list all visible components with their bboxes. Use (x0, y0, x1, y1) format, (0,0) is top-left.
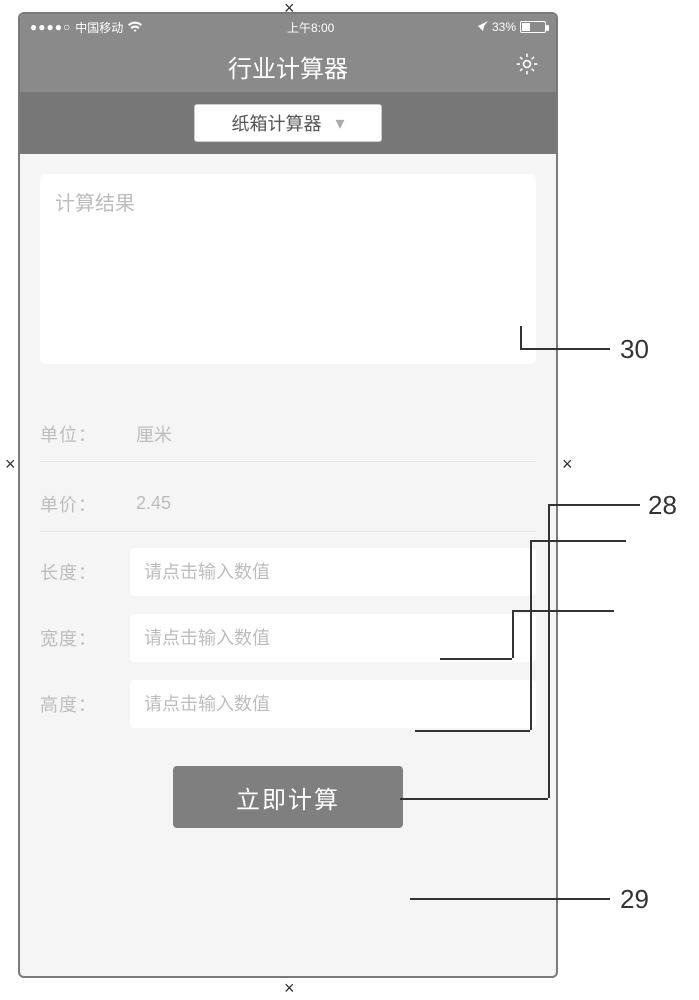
input-form: 单位： 厘米 单价： 2.45 长度： 宽度： 高度： 立即计算 (40, 406, 536, 828)
clock: 上午8:00 (287, 19, 334, 36)
height-input[interactable] (130, 680, 536, 728)
crop-mark: × (284, 978, 295, 999)
location-icon (478, 20, 488, 34)
nav-bar: 行业计算器 (20, 40, 556, 92)
gear-icon (514, 51, 540, 82)
wifi-icon (127, 21, 143, 33)
carrier-label: 中国移动 (75, 19, 123, 36)
battery-icon (520, 21, 546, 33)
unit-row: 单位： 厘米 (40, 406, 536, 462)
battery-percent: 33% (492, 20, 516, 34)
battery-indicator: 33% (478, 20, 546, 34)
annotation-29-label: 29 (620, 884, 649, 915)
price-row: 单价： 2.45 (40, 476, 536, 532)
length-input[interactable] (130, 548, 536, 596)
width-input[interactable] (130, 614, 536, 662)
unit-value[interactable]: 厘米 (130, 421, 536, 447)
crop-mark: × (5, 454, 16, 475)
calculator-dropdown[interactable]: 纸箱计算器 ▾ (194, 104, 382, 142)
price-value[interactable]: 2.45 (130, 493, 536, 514)
crop-mark: × (284, 0, 295, 19)
calculator-selector-bar: 纸箱计算器 ▾ (20, 92, 556, 154)
length-row: 长度： (40, 546, 536, 598)
width-label: 宽度： (40, 625, 130, 651)
crop-mark: × (562, 454, 573, 475)
unit-label: 单位： (40, 421, 130, 447)
phone-frame: ●●●●○ 中国移动 上午8:00 33% 行业计算器 (18, 12, 558, 978)
length-label: 长度： (40, 559, 130, 585)
height-row: 高度： (40, 678, 536, 730)
annotation-28-label: 28 (648, 490, 677, 521)
result-box: 计算结果 (40, 174, 536, 364)
calculate-button[interactable]: 立即计算 (173, 766, 403, 828)
height-label: 高度： (40, 691, 130, 717)
settings-button[interactable] (512, 51, 542, 81)
content-area: 计算结果 单位： 厘米 单价： 2.45 长度： 宽度： 高度： (20, 154, 556, 828)
dropdown-label: 纸箱计算器 (231, 110, 321, 136)
price-label: 单价： (40, 491, 130, 517)
signal-icon: ●●●●○ (30, 20, 71, 34)
status-left: ●●●●○ 中国移动 (30, 19, 143, 36)
annotation-30-label: 30 (620, 334, 649, 365)
page-title: 行业计算器 (228, 49, 348, 84)
chevron-down-icon: ▾ (335, 113, 344, 134)
width-row: 宽度： (40, 612, 536, 664)
result-placeholder: 计算结果 (55, 193, 135, 215)
